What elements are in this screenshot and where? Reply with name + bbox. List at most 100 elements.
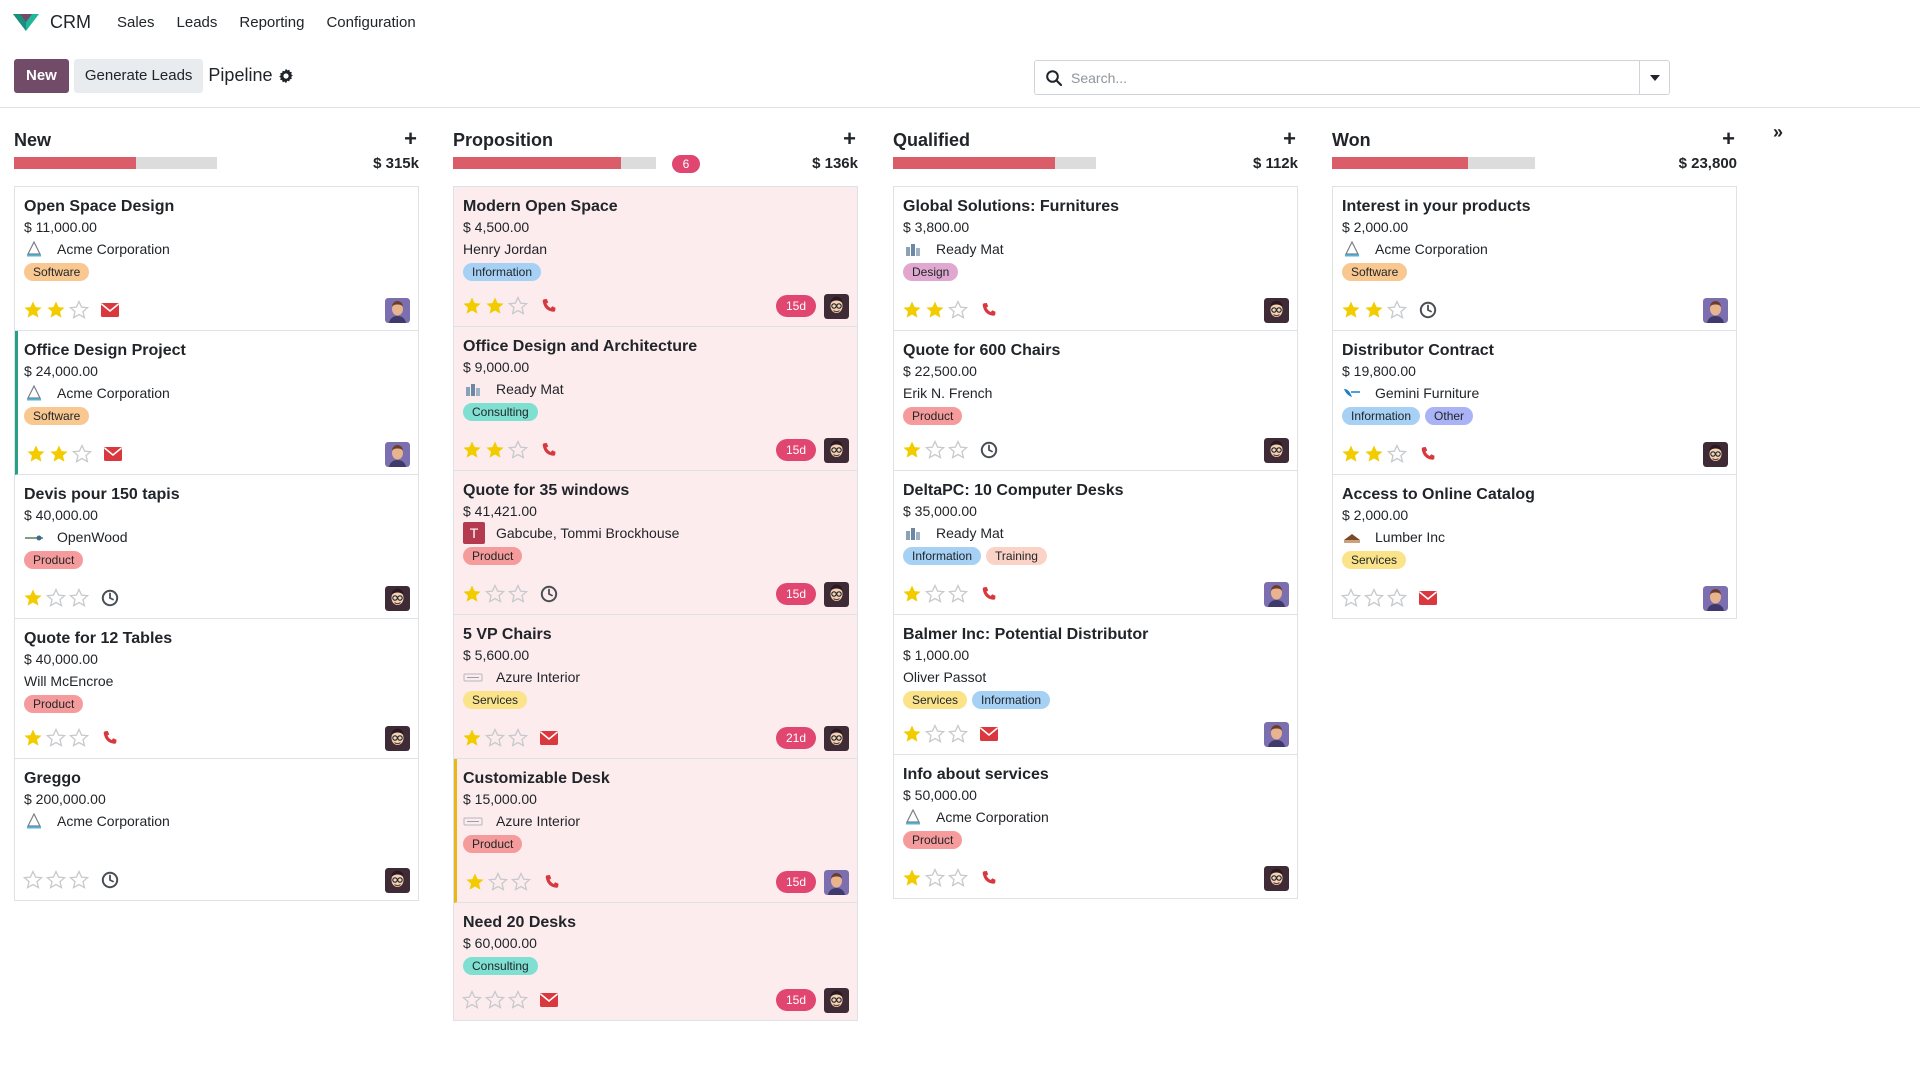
add-card-plus-icon[interactable]: + (1283, 126, 1296, 151)
activity-button[interactable] (99, 300, 121, 320)
star-filled-icon[interactable] (462, 584, 482, 604)
lead-card[interactable]: Customizable Desk $ 15,000.00 Azure Interi… (454, 759, 857, 903)
add-card-plus-icon[interactable]: + (1722, 126, 1735, 151)
menu-leads[interactable]: Leads (176, 13, 218, 31)
column-count-badge[interactable]: 6 (672, 155, 700, 173)
star-empty-icon[interactable] (925, 584, 945, 604)
avatar[interactable] (1703, 585, 1728, 611)
card-title[interactable]: Global Solutions: Furnitures (903, 198, 1119, 215)
generate-leads-button[interactable]: Generate Leads (73, 58, 204, 93)
activity-button[interactable] (978, 584, 1000, 604)
activity-button[interactable] (1417, 588, 1439, 608)
avatar[interactable] (824, 581, 849, 607)
star-empty-icon[interactable] (485, 728, 505, 748)
star-empty-icon[interactable] (23, 870, 43, 890)
star-filled-icon[interactable] (462, 440, 482, 460)
star-filled-icon[interactable] (465, 872, 485, 892)
avatar[interactable] (1264, 297, 1289, 323)
star-empty-icon[interactable] (925, 868, 945, 888)
avatar[interactable] (1264, 437, 1289, 463)
activity-button[interactable] (541, 872, 563, 892)
card-title[interactable]: Quote for 600 Chairs (903, 342, 1061, 359)
column-title[interactable]: Won (1332, 130, 1371, 150)
avatar[interactable] (1703, 441, 1728, 467)
star-filled-icon[interactable] (1364, 300, 1384, 320)
add-card-plus-icon[interactable]: + (843, 126, 856, 151)
card-title[interactable]: Access to Online Catalog (1342, 486, 1535, 503)
star-empty-icon[interactable] (511, 872, 531, 892)
lead-card[interactable]: Balmer Inc: Potential Distributor $ 1,000… (894, 615, 1297, 755)
avatar[interactable] (385, 441, 410, 467)
activity-button[interactable] (978, 300, 1000, 320)
lead-card[interactable]: Access to Online Catalog $ 2,000.00 Lumber… (1333, 475, 1736, 619)
column-progress-bar[interactable] (453, 157, 656, 169)
star-filled-icon[interactable] (902, 440, 922, 460)
star-empty-icon[interactable] (46, 588, 66, 608)
star-filled-icon[interactable] (902, 300, 922, 320)
star-empty-icon[interactable] (46, 870, 66, 890)
activity-button[interactable] (538, 990, 560, 1010)
card-title[interactable]: Info about services (903, 766, 1049, 783)
avatar[interactable] (385, 297, 410, 323)
card-title[interactable]: Office Design Project (24, 342, 186, 359)
star-empty-icon[interactable] (1387, 300, 1407, 320)
column-title[interactable]: New (14, 130, 52, 150)
add-card-plus-icon[interactable]: + (404, 126, 417, 151)
card-title[interactable]: Devis pour 150 tapis (24, 486, 180, 503)
activity-button[interactable] (1417, 300, 1439, 320)
activity-button[interactable] (978, 440, 1000, 460)
card-title[interactable]: Open Space Design (24, 198, 175, 215)
activity-button[interactable] (538, 440, 560, 460)
star-filled-icon[interactable] (462, 728, 482, 748)
lead-card[interactable]: Devis pour 150 tapis $ 40,000.00 OpenWood P… (15, 475, 418, 619)
star-empty-icon[interactable] (1341, 588, 1361, 608)
star-empty-icon[interactable] (1387, 588, 1407, 608)
star-empty-icon[interactable] (488, 872, 508, 892)
activity-button[interactable] (99, 588, 121, 608)
lead-card[interactable]: Interest in your products $ 2,000.00 Acme … (1333, 187, 1736, 331)
activity-button[interactable] (99, 870, 121, 890)
avatar[interactable] (385, 585, 410, 611)
star-empty-icon[interactable] (1387, 444, 1407, 464)
star-empty-icon[interactable] (1364, 588, 1384, 608)
activity-button[interactable] (538, 584, 560, 604)
star-empty-icon[interactable] (46, 728, 66, 748)
lead-card[interactable]: Info about services $ 50,000.00 Acme Corpo… (894, 755, 1297, 899)
card-title[interactable]: Quote for 35 windows (463, 482, 630, 499)
card-title[interactable]: DeltaPC: 10 Computer Desks (903, 482, 1124, 499)
avatar[interactable] (824, 987, 849, 1013)
card-title[interactable]: 5 VP Chairs (463, 626, 552, 643)
card-title[interactable]: Office Design and Architecture (463, 338, 698, 355)
star-filled-icon[interactable] (1364, 444, 1384, 464)
avatar[interactable] (824, 869, 849, 895)
lead-card[interactable]: Quote for 35 windows $ 41,421.00 T Gabcube,… (454, 471, 857, 615)
star-empty-icon[interactable] (508, 440, 528, 460)
activity-button[interactable] (102, 444, 124, 464)
lead-card[interactable]: Open Space Design $ 11,000.00 Acme Corpora… (15, 187, 418, 331)
lead-card[interactable]: 5 VP Chairs $ 5,600.00 Azure Interior Servi… (454, 615, 857, 759)
column-title[interactable]: Proposition (453, 130, 553, 150)
star-filled-icon[interactable] (1341, 444, 1361, 464)
menu-reporting[interactable]: Reporting (239, 13, 305, 31)
star-empty-icon[interactable] (69, 870, 89, 890)
menu-sales[interactable]: Sales (117, 13, 155, 31)
lead-card[interactable]: Modern Open Space $ 4,500.00 Henry Jordan I… (454, 187, 857, 327)
activity-button[interactable] (978, 868, 1000, 888)
activity-button[interactable] (538, 296, 560, 316)
lead-card[interactable]: Greggo $ 200,000.00 Acme Corporation (15, 759, 418, 901)
star-empty-icon[interactable] (485, 990, 505, 1010)
lead-card[interactable]: DeltaPC: 10 Computer Desks $ 35,000.00 Rea… (894, 471, 1297, 615)
column-progress-bar[interactable] (1332, 157, 1535, 169)
gear-icon[interactable] (278, 68, 294, 84)
star-filled-icon[interactable] (902, 724, 922, 744)
avatar[interactable] (1703, 297, 1728, 323)
card-title[interactable]: Balmer Inc: Potential Distributor (903, 626, 1149, 643)
star-empty-icon[interactable] (69, 588, 89, 608)
avatar[interactable] (385, 725, 410, 751)
lead-card[interactable]: Quote for 12 Tables $ 40,000.00 Will McEnc… (15, 619, 418, 759)
lead-card[interactable]: Distributor Contract $ 19,800.00 Gemini Fu… (1333, 331, 1736, 475)
activity-button[interactable] (538, 728, 560, 748)
avatar[interactable] (824, 293, 849, 319)
lead-card[interactable]: Office Design Project $ 24,000.00 Acme Cor… (15, 331, 418, 475)
crm-logo-icon[interactable] (12, 11, 40, 33)
